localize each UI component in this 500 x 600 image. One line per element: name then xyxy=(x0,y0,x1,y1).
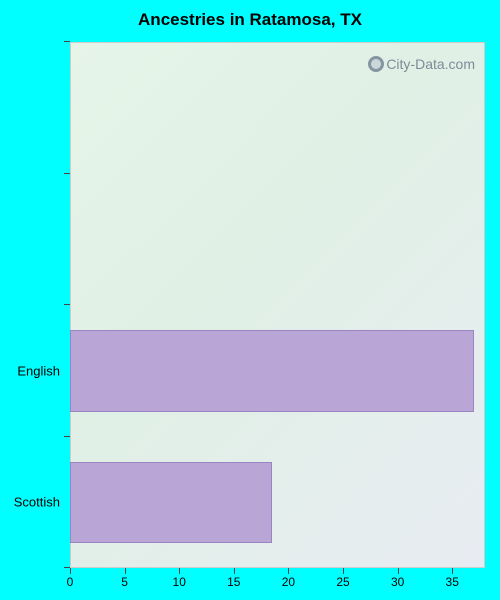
x-axis-label: 10 xyxy=(173,568,186,589)
watermark-text: City-Data.com xyxy=(386,56,475,72)
y-axis-label: Scottish xyxy=(14,495,70,510)
watermark: City-Data.com xyxy=(368,56,475,72)
x-axis-label: 35 xyxy=(446,568,459,589)
bar xyxy=(70,462,272,544)
page-background: Ancestries in Ratamosa, TX City-Data.com… xyxy=(0,0,500,600)
x-axis-label: 0 xyxy=(67,568,74,589)
x-axis-label: 20 xyxy=(282,568,295,589)
chart-title: Ancestries in Ratamosa, TX xyxy=(0,0,500,38)
y-axis-label: English xyxy=(17,363,70,378)
y-tick xyxy=(64,304,70,305)
x-axis-label: 15 xyxy=(227,568,240,589)
globe-icon xyxy=(368,56,384,72)
chart-container: City-Data.com ScottishEnglish 0510152025… xyxy=(70,42,485,568)
y-tick xyxy=(64,41,70,42)
bar xyxy=(70,330,474,412)
plot-area: City-Data.com ScottishEnglish 0510152025… xyxy=(70,42,485,568)
y-tick xyxy=(64,436,70,437)
x-axis-label: 5 xyxy=(121,568,128,589)
x-axis-label: 30 xyxy=(391,568,404,589)
x-axis-label: 25 xyxy=(336,568,349,589)
y-tick xyxy=(64,173,70,174)
